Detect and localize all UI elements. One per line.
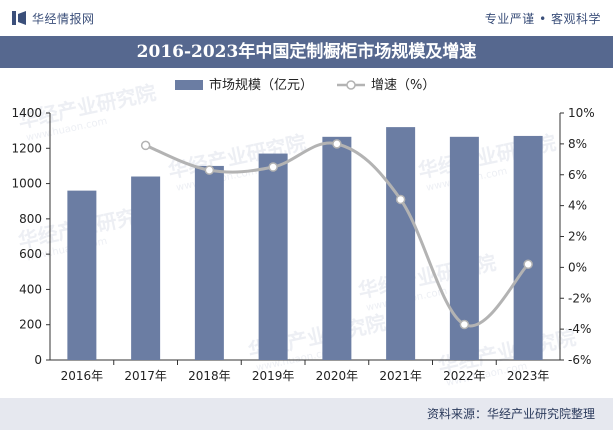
growth-point bbox=[332, 139, 342, 149]
legend-bar-label: 市场规模（亿元） bbox=[209, 77, 313, 93]
y-left-tick-label: 1400 bbox=[11, 106, 42, 120]
y-right-tick-label: 2% bbox=[568, 230, 587, 244]
x-tick-label: 2022年 bbox=[443, 369, 486, 383]
y-left-tick-label: 200 bbox=[19, 318, 42, 332]
y-right-tick-label: 8% bbox=[568, 137, 587, 151]
legend-line-marker bbox=[346, 80, 356, 90]
y-right-tick-label: -6% bbox=[568, 353, 591, 367]
logo-icon bbox=[12, 11, 26, 25]
bar bbox=[386, 127, 416, 360]
x-tick-label: 2017年 bbox=[124, 369, 167, 383]
y-left-tick-label: 600 bbox=[19, 247, 42, 261]
legend-bar-swatch bbox=[175, 80, 203, 90]
x-tick-label: 2020年 bbox=[316, 369, 359, 383]
source-note: 资料来源：华经产业研究院整理 bbox=[426, 407, 595, 421]
chart-area: 华经产业研究院www.huaon.com华经产业研究院www.huaon.com… bbox=[0, 68, 613, 398]
y-left-tick-label: 800 bbox=[19, 212, 42, 226]
y-right-tick-label: -4% bbox=[568, 322, 591, 336]
y-right-tick-label: 0% bbox=[568, 260, 587, 274]
title-bar bbox=[0, 36, 613, 68]
y-left-tick-label: 1200 bbox=[11, 141, 42, 155]
legend-line-label: 增速（%） bbox=[371, 78, 435, 93]
growth-point bbox=[268, 162, 278, 172]
y-right-tick-label: 10% bbox=[568, 106, 595, 120]
y-left-tick-label: 0 bbox=[34, 353, 42, 367]
growth-point bbox=[395, 194, 406, 205]
growth-point bbox=[140, 140, 151, 151]
x-tick-label: 2019年 bbox=[252, 369, 295, 383]
bar bbox=[322, 136, 352, 360]
growth-point bbox=[459, 319, 470, 330]
y-left-tick-label: 1000 bbox=[11, 177, 42, 191]
y-right-tick-label: 4% bbox=[568, 199, 587, 213]
top-bar: 华经情报网 专业严谨 • 客观科学 bbox=[0, 0, 613, 36]
x-tick-label: 2023年 bbox=[507, 369, 550, 383]
chart: 华经产业研究院www.huaon.com华经产业研究院www.huaon.com… bbox=[11, 77, 595, 389]
bar bbox=[258, 153, 288, 360]
x-tick-label: 2016年 bbox=[61, 369, 104, 383]
x-tick-label: 2018年 bbox=[188, 369, 231, 383]
bar bbox=[131, 176, 161, 360]
chart-title: 2016-2023年中国定制橱柜市场规模及增速 bbox=[136, 42, 477, 62]
x-tick-label: 2021年 bbox=[379, 369, 422, 383]
growth-point bbox=[523, 259, 533, 270]
bar bbox=[194, 165, 224, 360]
slogan: 专业严谨 • 客观科学 bbox=[484, 12, 601, 26]
brand-name: 华经情报网 bbox=[32, 12, 95, 26]
y-right-tick-label: 6% bbox=[568, 168, 587, 182]
y-left-tick-label: 400 bbox=[19, 282, 42, 296]
y-right-tick-label: -2% bbox=[568, 291, 591, 305]
bar bbox=[513, 135, 543, 360]
bar bbox=[67, 190, 97, 360]
growth-point bbox=[204, 165, 215, 175]
footer-bar bbox=[0, 398, 613, 430]
